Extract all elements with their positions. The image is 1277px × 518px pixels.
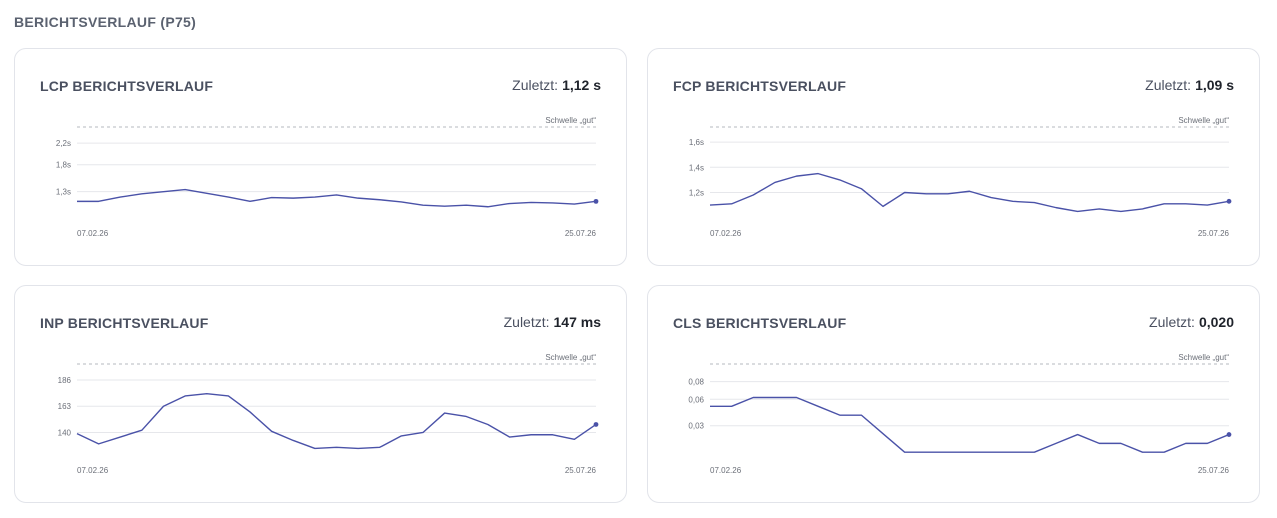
latest-value: Zuletzt: 147 ms	[504, 314, 601, 330]
y-tick-label: 140	[58, 428, 72, 437]
series-line	[77, 188, 597, 208]
y-tick-label: 1,8s	[56, 161, 71, 170]
y-tick-label: 0,06	[688, 395, 704, 404]
latest-value: Zuletzt: 1,09 s	[1145, 77, 1234, 93]
threshold-label: Schwelle „gut“	[1178, 353, 1229, 362]
threshold-label: Schwelle „gut“	[1178, 116, 1229, 125]
fcp-chart: Schwelle „gut“ 1,6s 1,4s 1,2s 07.02.26 25.07.…	[689, 116, 1232, 238]
y-tick-label: 163	[58, 402, 72, 411]
x-tick-label: 25.07.26	[1198, 229, 1230, 238]
card-cls: CLS BERICHTSVERLAUF Zuletzt: 0,020 Schwel…	[647, 285, 1260, 503]
y-tick-label: 1,3s	[56, 188, 71, 197]
y-tick-label: 1,6s	[689, 138, 704, 147]
card-inp: INP BERICHTSVERLAUF Zuletzt: 147 ms Schwe…	[14, 285, 627, 503]
threshold-label: Schwelle „gut“	[545, 116, 596, 125]
latest-number: 0,020	[1198, 314, 1234, 330]
last-point	[593, 198, 599, 204]
y-tick-label: 186	[58, 376, 72, 385]
latest-prefix: Zuletzt:	[503, 314, 550, 330]
latest-number: 147 ms	[553, 314, 601, 330]
x-tick-label: 25.07.26	[565, 229, 597, 238]
latest-value: Zuletzt: 1,12 s	[512, 77, 601, 93]
y-tick-label: 0,03	[688, 422, 704, 431]
card-fcp: FCP BERICHTSVERLAUF Zuletzt: 1,09 s Schwe…	[647, 48, 1260, 266]
card-title: INP BERICHTSVERLAUF	[40, 315, 209, 331]
card-lcp: LCP BERICHTSVERLAUF Zuletzt: 1,12 s Schwe…	[14, 48, 627, 266]
x-tick-label: 07.02.26	[710, 229, 742, 238]
threshold-label: Schwelle „gut“	[545, 353, 596, 362]
card-title: LCP BERICHTSVERLAUF	[40, 78, 214, 94]
latest-number: 1,12 s	[562, 77, 601, 93]
x-tick-label: 07.02.26	[77, 229, 109, 238]
y-tick-label: 1,4s	[689, 163, 704, 172]
y-tick-label: 1,2s	[689, 189, 704, 198]
card-title: CLS BERICHTSVERLAUF	[673, 315, 847, 331]
last-point	[1226, 198, 1232, 204]
x-tick-label: 25.07.26	[1198, 466, 1230, 475]
page-title: BERICHTSVERLAUF (P75)	[14, 14, 197, 30]
series-line	[709, 172, 1230, 213]
latest-number: 1,09 s	[1195, 77, 1234, 93]
inp-chart: Schwelle „gut“ 186 163 140 07.02.26 25.07.26	[58, 353, 599, 475]
lcp-chart: Schwelle „gut“ 2,2s 1,8s 1,3s 07.02.26 25.07.…	[56, 116, 599, 238]
x-tick-label: 25.07.26	[565, 466, 597, 475]
last-point	[1226, 432, 1232, 437]
x-tick-label: 07.02.26	[710, 466, 742, 475]
series-line	[76, 392, 597, 450]
card-title: FCP BERICHTSVERLAUF	[673, 78, 847, 94]
cls-chart: Schwelle „gut“ 0,08 0,06 0,03 07.02.26 25.07.…	[688, 353, 1232, 475]
latest-prefix: Zuletzt:	[1145, 77, 1192, 93]
y-tick-label: 2,2s	[56, 139, 71, 148]
latest-prefix: Zuletzt:	[512, 77, 559, 93]
last-point	[593, 422, 599, 427]
x-tick-label: 07.02.26	[77, 466, 109, 475]
y-tick-label: 0,08	[688, 378, 704, 387]
series-line	[710, 396, 1230, 453]
latest-prefix: Zuletzt:	[1149, 314, 1195, 330]
latest-value: Zuletzt: 0,020	[1149, 314, 1234, 330]
